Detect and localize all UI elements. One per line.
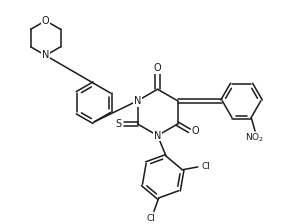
Text: O: O [42,16,49,26]
Text: N: N [154,131,161,140]
Text: Cl: Cl [201,162,210,171]
Text: S: S [115,119,121,129]
Text: O: O [191,126,199,136]
Text: NO$_2$: NO$_2$ [245,131,265,144]
Text: Cl: Cl [147,214,155,223]
Text: O: O [154,63,161,73]
Text: N: N [42,50,49,60]
Text: N: N [134,96,141,106]
